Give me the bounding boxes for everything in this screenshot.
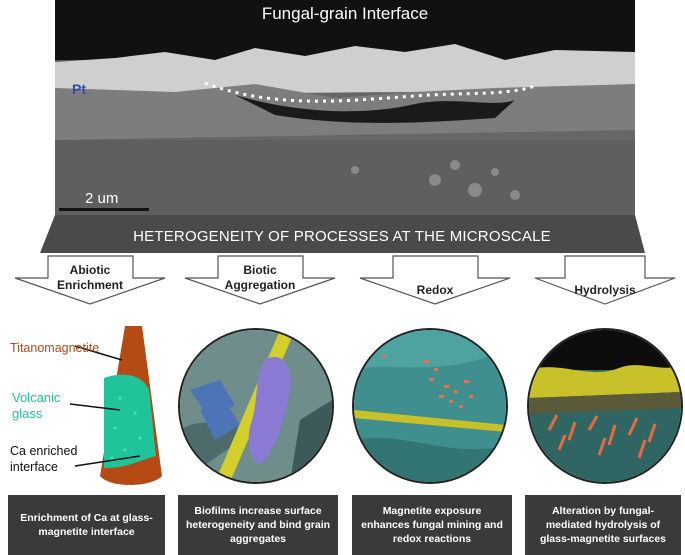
caption-hydrolysis: Alteration by fungal-mediated hydrolysis… [525, 495, 681, 555]
process-label-abiotic: Abiotic Enrichment [56, 263, 123, 292]
micrograph-hydrolysis [527, 328, 683, 484]
banner-shape [40, 215, 645, 253]
micrograph-redox [352, 328, 508, 484]
label-titanomagnetite: Titanomagnetite [10, 341, 100, 355]
caption-redox: Magnetite exposure enhances fungal minin… [352, 495, 512, 555]
pt-label: Pt [72, 81, 86, 97]
process-arrows [14, 255, 676, 305]
label-volcanic-glass: Volcanic glass [12, 390, 61, 421]
sem-micrograph: Fungal-grain Interface Pt 2 um [55, 0, 635, 215]
arrow-biotic [184, 255, 336, 305]
sem-title: Fungal-grain Interface [261, 4, 429, 23]
caption-biotic: Biofilms increase surface heterogeneity … [178, 495, 338, 555]
arrow-redox [359, 255, 511, 305]
arrow-abiotic [14, 255, 166, 305]
process-label-hydrolysis: Hydrolysis [574, 283, 636, 297]
label-ca-interface: Ca enriched interface [10, 444, 78, 474]
scale-bar-label: 2 um [85, 190, 119, 207]
atom-probe-cone [69, 326, 162, 485]
scale-bar [59, 208, 149, 211]
caption-abiotic: Enrichment of Ca at glass-magnetite inte… [8, 495, 165, 555]
sem-image-graphic [55, 0, 635, 215]
banner-title: HETEROGENEITY OF PROCESSES AT THE MICROS… [133, 228, 551, 245]
arrow-hydrolysis [534, 255, 676, 305]
process-label-redox: Redox [416, 283, 454, 297]
micrograph-biotic [178, 328, 334, 484]
process-label-biotic: Biotic Aggregation [224, 263, 296, 292]
